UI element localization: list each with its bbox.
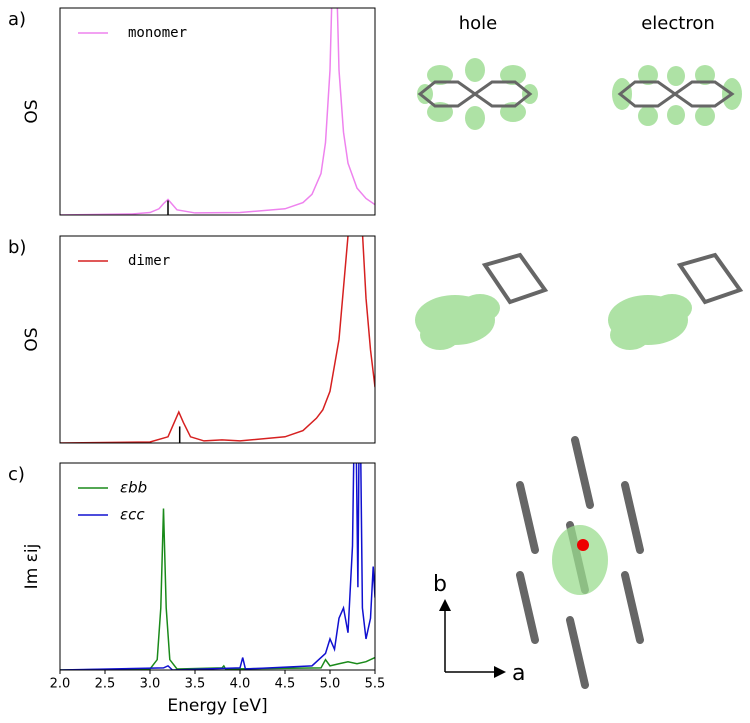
panel-label: b) bbox=[8, 237, 26, 258]
x-tick-label: 5.5 bbox=[365, 677, 386, 692]
axes-frame bbox=[59, 462, 376, 671]
x-tick-label: 4.0 bbox=[230, 677, 251, 692]
x-tick-label: 4.5 bbox=[275, 677, 296, 692]
legend-label: εbb bbox=[120, 479, 147, 497]
plot-area bbox=[60, 463, 375, 670]
series-line bbox=[60, 463, 375, 670]
plot-area bbox=[60, 236, 375, 443]
axes-frame bbox=[59, 7, 376, 216]
molecule-electron bbox=[612, 65, 742, 126]
legend-label: monomer bbox=[128, 25, 187, 41]
molecule-hole bbox=[417, 58, 538, 130]
axis-name: b bbox=[433, 572, 447, 597]
plot-area bbox=[60, 8, 375, 215]
legend-label: εcc bbox=[120, 506, 145, 524]
panel-label: a) bbox=[8, 9, 26, 30]
dimer-hole bbox=[415, 252, 549, 350]
x-tick-label: 3.5 bbox=[185, 677, 206, 692]
legend-label: dimer bbox=[128, 253, 170, 269]
column-label: electron bbox=[641, 13, 715, 34]
y-axis-label: OS bbox=[22, 327, 42, 351]
x-axis-label: Energy [eV] bbox=[167, 696, 267, 716]
x-tick-label: 2.5 bbox=[95, 677, 116, 692]
column-label: hole bbox=[459, 13, 498, 34]
panel-label: c) bbox=[8, 464, 25, 485]
y-axis-label: Im εij bbox=[22, 544, 42, 590]
series-line bbox=[60, 236, 375, 443]
axes-frame bbox=[59, 235, 376, 444]
axis-name: a bbox=[512, 661, 525, 686]
series-line bbox=[60, 508, 375, 670]
x-tick-label: 2.0 bbox=[50, 677, 71, 692]
x-tick-label: 3.0 bbox=[140, 677, 161, 692]
y-axis-label: OS bbox=[22, 99, 42, 123]
center bbox=[577, 539, 589, 551]
density bbox=[552, 525, 608, 595]
dimer-electron bbox=[608, 252, 744, 350]
x-tick-label: 5.0 bbox=[320, 677, 341, 692]
series-line bbox=[60, 8, 375, 215]
